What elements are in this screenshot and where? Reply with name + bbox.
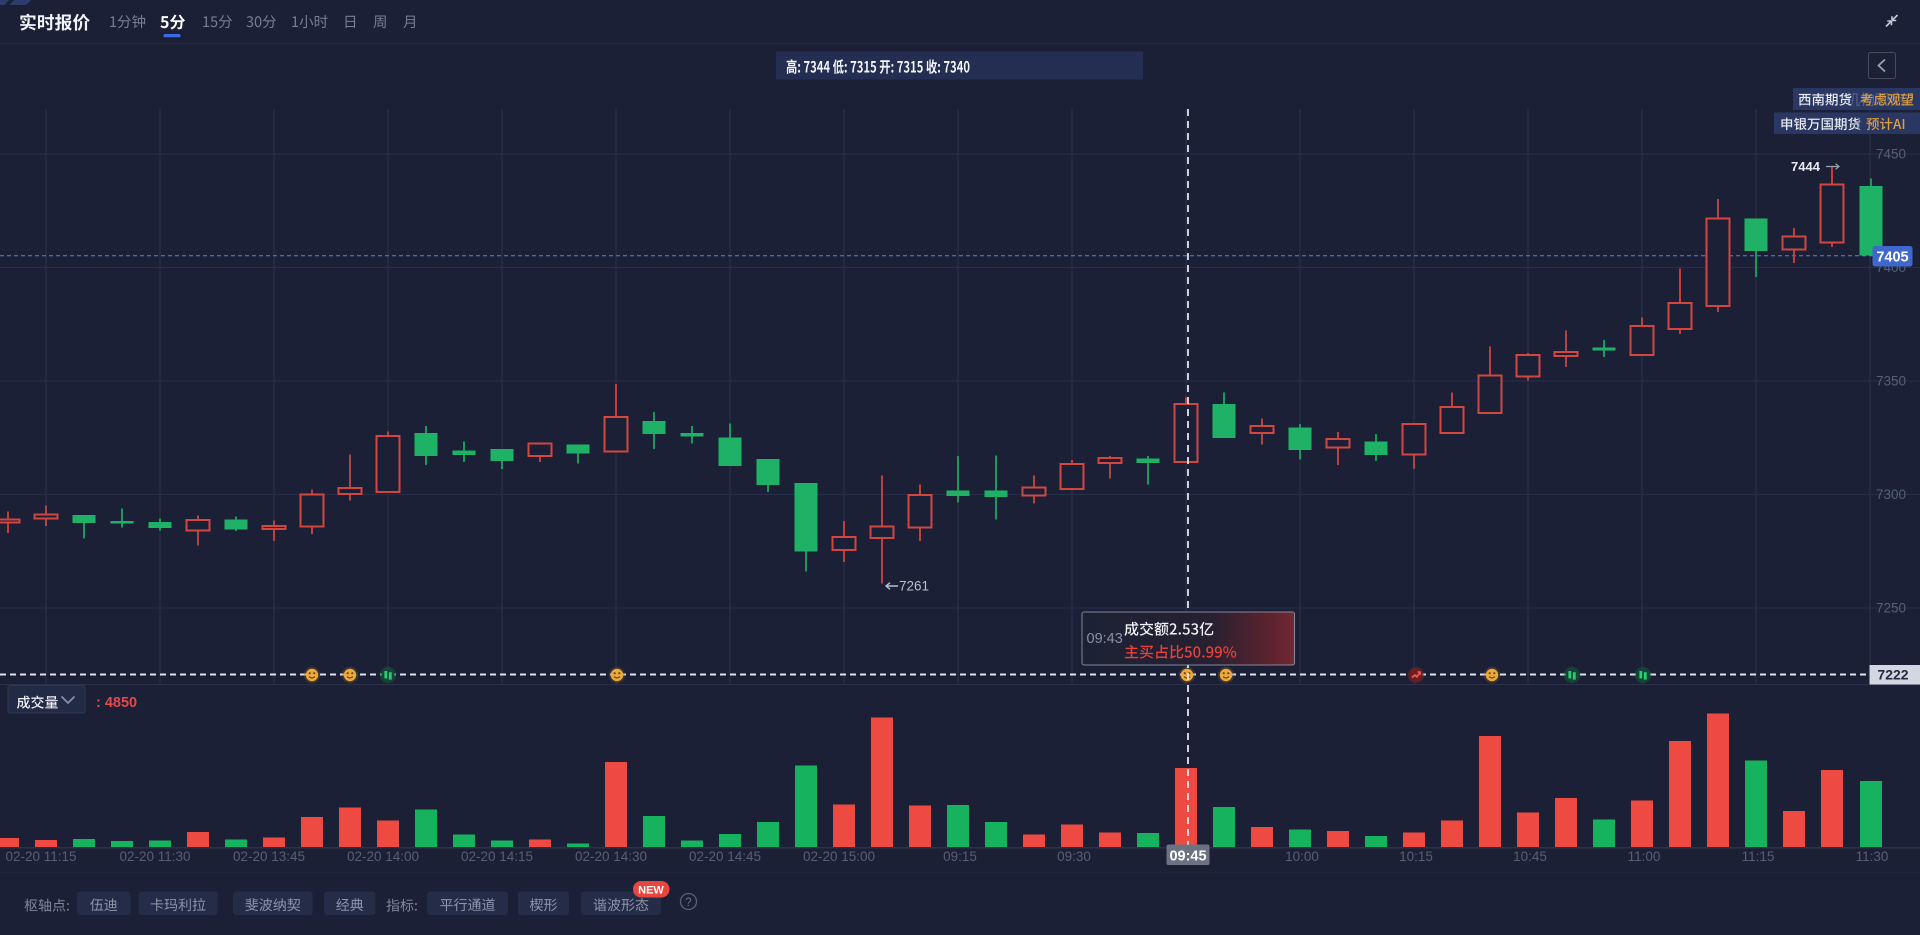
svg-text:7444: 7444	[1791, 159, 1821, 174]
svg-text:02-20 11:30: 02-20 11:30	[119, 849, 190, 864]
svg-text:02-20 14:30: 02-20 14:30	[575, 849, 647, 864]
svg-text:02-20 15:00: 02-20 15:00	[803, 849, 875, 864]
svg-text:09:45: 09:45	[1169, 849, 1206, 865]
svg-text:10:00: 10:00	[1285, 849, 1319, 864]
svg-text:7300: 7300	[1876, 487, 1906, 502]
svg-text:09:15: 09:15	[943, 849, 977, 864]
svg-text:02-20 14:15: 02-20 14:15	[461, 849, 533, 864]
svg-text:02-20 11:15: 02-20 11:15	[5, 849, 76, 864]
svg-text:7250: 7250	[1876, 601, 1906, 616]
svg-text:: 4850: : 4850	[96, 695, 137, 711]
svg-text:?: ?	[685, 897, 691, 909]
svg-text:10:15: 10:15	[1399, 849, 1433, 864]
svg-text:02-20 14:45: 02-20 14:45	[689, 849, 761, 864]
svg-text:7450: 7450	[1876, 147, 1906, 162]
svg-text:7222: 7222	[1877, 667, 1908, 683]
svg-text:11:00: 11:00	[1628, 849, 1661, 864]
svg-text:02-20 13:45: 02-20 13:45	[233, 849, 305, 864]
svg-text:NEW: NEW	[638, 885, 664, 897]
svg-text:7261: 7261	[899, 579, 929, 594]
svg-text:10:45: 10:45	[1513, 849, 1547, 864]
svg-text:02-20 14:00: 02-20 14:00	[347, 849, 419, 864]
svg-text:11:15: 11:15	[1742, 849, 1775, 864]
svg-text:7350: 7350	[1876, 374, 1906, 389]
svg-text:09:43: 09:43	[1087, 631, 1123, 647]
svg-text:09:30: 09:30	[1057, 849, 1091, 864]
svg-text:7405: 7405	[1876, 250, 1908, 266]
svg-text:11:30: 11:30	[1856, 849, 1889, 864]
